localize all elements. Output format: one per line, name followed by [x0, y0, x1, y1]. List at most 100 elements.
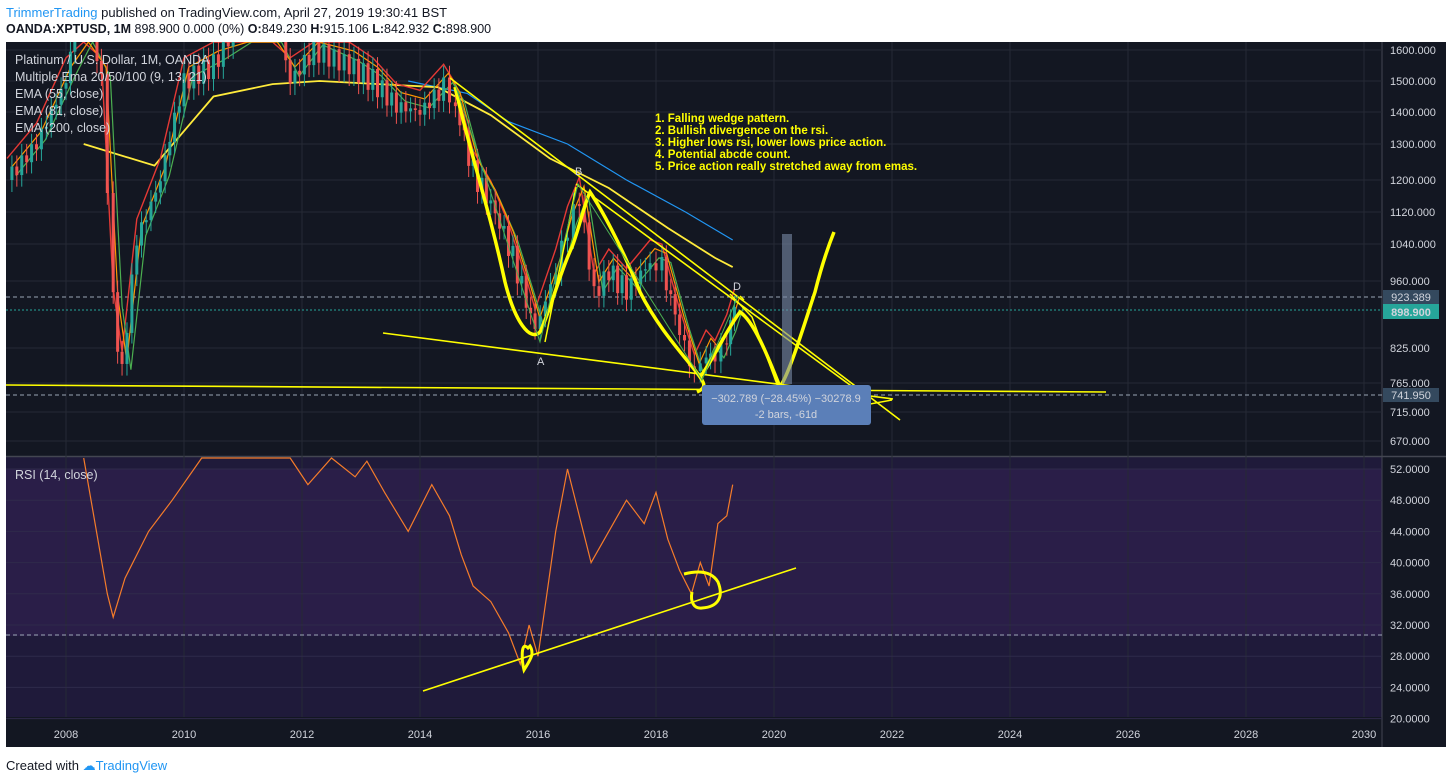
price-tick-label: 1200.000	[1390, 175, 1436, 187]
x-tick-label: 2010	[172, 729, 196, 741]
candle-body	[361, 63, 365, 83]
candle-body	[587, 222, 591, 270]
wave-label-b: B	[575, 166, 582, 178]
candle-body	[154, 192, 158, 202]
candle-body	[520, 276, 524, 284]
rsi-trendline[interactable]	[422, 567, 797, 692]
rsi-tick-label: 40.0000	[1390, 558, 1430, 570]
candle-body	[187, 73, 191, 89]
candle-body	[73, 42, 77, 52]
x-tick-label: 2030	[1352, 729, 1376, 741]
candle-body	[105, 74, 109, 194]
wedge-upper-line[interactable]	[449, 77, 901, 421]
legend-title: Platinum / U.S. Dollar, 1M, OANDA	[15, 53, 210, 67]
rsi-d-mark-2[interactable]	[683, 570, 722, 610]
candle-body	[709, 353, 713, 358]
wedge-inner-line[interactable]	[575, 183, 866, 397]
high-value: 915.106	[323, 22, 369, 36]
candle-body	[168, 141, 172, 156]
candle-body	[149, 201, 153, 221]
price-axis-background	[1382, 42, 1446, 717]
rsi-tick-label: 24.0000	[1390, 682, 1430, 694]
candle-body	[489, 200, 493, 204]
rsi-polyline	[83, 457, 734, 667]
candle-body	[648, 263, 652, 270]
candle-body	[202, 59, 206, 84]
candle-body	[413, 108, 417, 111]
candle-body	[376, 69, 380, 98]
x-tick-label: 2012	[290, 729, 314, 741]
candle-body	[533, 313, 537, 329]
candle-body	[64, 83, 68, 89]
tradingview-brand[interactable]: TradingView	[95, 758, 168, 773]
candle-body	[226, 42, 230, 47]
rsi-band	[6, 469, 1382, 636]
price-tick-label: 1600.000	[1390, 45, 1436, 57]
open-value: 849.230	[261, 22, 307, 36]
candle-body	[713, 353, 717, 362]
rsi-tick-label: 48.0000	[1390, 495, 1430, 507]
candle-body	[49, 108, 53, 127]
drawings[interactable]	[5, 77, 1107, 692]
rsi-axis: 52.0000 48.0000 44.0000 40.0000 36.0000 32.00…	[1390, 464, 1430, 726]
candle-body	[144, 220, 148, 223]
candle-body	[342, 54, 346, 71]
candle-body	[507, 225, 510, 256]
candle-body	[130, 274, 134, 333]
candle-body	[371, 69, 375, 90]
candle-body	[629, 278, 633, 300]
analysis-notes[interactable]: 1. Falling wedge pattern. 2. Bullish div…	[655, 113, 917, 173]
candle-body	[577, 204, 581, 207]
candle-body	[111, 193, 115, 293]
candle-body	[643, 269, 647, 271]
rsi-d-mark-1[interactable]	[520, 643, 534, 674]
candle-body	[135, 245, 139, 275]
price-tag-last-text: 898.900	[1391, 307, 1431, 319]
candle-body	[54, 104, 58, 109]
note-1: 1. Falling wedge pattern.	[655, 113, 789, 125]
tradingview-logo-icon[interactable]: ☁	[82, 758, 96, 773]
candle-body	[683, 334, 687, 341]
candle-body	[68, 51, 72, 84]
candle-body	[10, 166, 14, 180]
candle-body	[221, 42, 225, 67]
ema-200-line	[408, 80, 734, 241]
x-tick-label: 2016	[526, 729, 550, 741]
candle-body	[639, 270, 643, 285]
candle-body	[660, 256, 664, 271]
publish-info: published on TradingView.com, April 27, …	[101, 5, 448, 20]
wave-label-d: D	[733, 281, 741, 293]
candle-body	[59, 88, 63, 105]
candle-body	[404, 102, 408, 112]
x-tick-label: 2026	[1116, 729, 1140, 741]
close-label: C:	[432, 22, 446, 36]
candle-body	[385, 80, 389, 106]
legend[interactable]: Platinum / U.S. Dollar, 1M, OANDA Multip…	[15, 53, 210, 135]
candle-body	[566, 237, 569, 241]
candle-body	[664, 256, 668, 291]
x-tick-label: 2024	[998, 729, 1022, 741]
candle-body	[399, 102, 403, 113]
candle-body	[611, 265, 615, 281]
candle-body	[515, 245, 519, 284]
grid	[6, 42, 1382, 720]
candle-body	[729, 320, 733, 345]
author-link[interactable]: TrimmerTrading	[6, 5, 98, 20]
x-tick-label: 2028	[1234, 729, 1258, 741]
candle-body	[673, 294, 677, 315]
candle-body	[620, 275, 624, 294]
footer: Created with ☁TradingView	[6, 758, 167, 774]
candle-body	[380, 80, 384, 98]
price-tick-label: 765.000	[1390, 378, 1430, 390]
candle-body	[602, 271, 606, 296]
horizontal-support-line[interactable]	[5, 384, 1107, 393]
candle-body	[212, 54, 215, 80]
price-tag-low	[1383, 388, 1439, 402]
candle-body	[687, 340, 691, 367]
price-tick-label: 1400.000	[1390, 107, 1436, 119]
measure-box[interactable]	[702, 385, 871, 425]
price-axis: 1600.000 1500.000 1400.000 1300.000 1200.000…	[1390, 45, 1436, 448]
candle-body	[678, 314, 682, 335]
rsi-tick-label: 44.0000	[1390, 526, 1430, 538]
chart-canvas[interactable]: 2008 2010 2012 2014 2016 2018 2020 2022 2024 2026…	[0, 42, 1452, 755]
